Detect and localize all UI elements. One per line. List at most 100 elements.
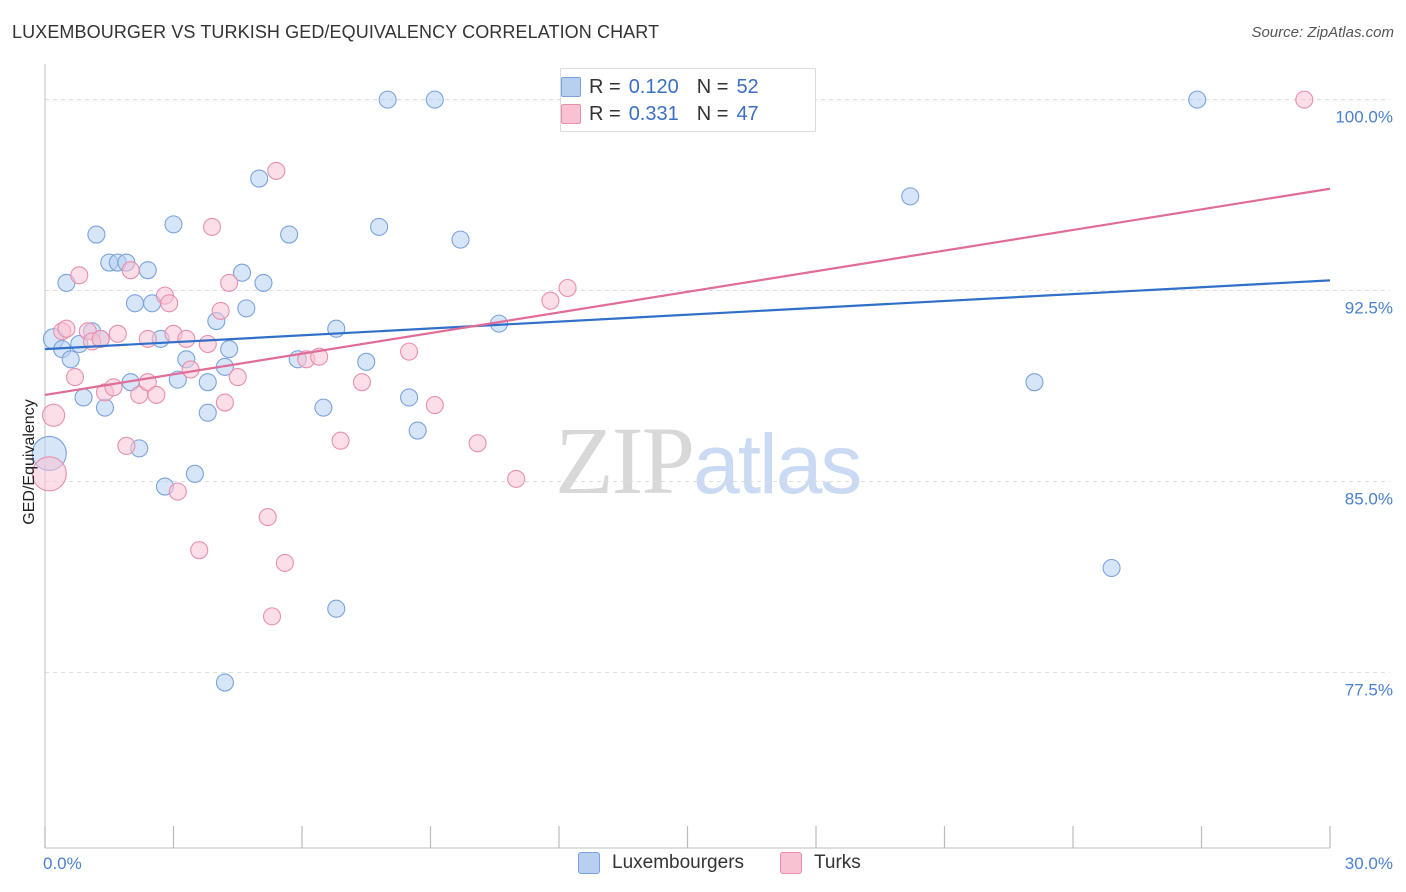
turks-point [558, 278, 577, 298]
turks-point [160, 294, 179, 313]
luxembourgers-point [215, 673, 234, 692]
luxembourgers-point [378, 90, 397, 109]
luxembourgers-point [237, 299, 256, 318]
luxembourgers-point [408, 421, 427, 440]
source-label: Source: ZipAtlas.com [1251, 24, 1394, 41]
stats-row-luxembourgers: R = 0.120 N = 52 [561, 75, 765, 99]
luxembourgers-point [185, 464, 204, 483]
y-axis-label: GED/Equivalency [21, 399, 38, 525]
n-label: N = [696, 102, 729, 125]
trend-layer [44, 187, 1331, 396]
r-value: 0.331 [628, 102, 679, 125]
turks-point [331, 431, 350, 450]
turks-point [65, 368, 85, 387]
turks-point [108, 324, 127, 343]
n-value: 47 [736, 102, 759, 125]
luxembourgers-point [220, 340, 239, 359]
luxembourgers-point [425, 90, 444, 109]
turks-point [147, 385, 166, 404]
luxembourgers-point [61, 350, 80, 369]
turks-point [1295, 90, 1314, 109]
luxembourgers-point [400, 388, 419, 407]
turks-point [70, 266, 89, 285]
turks-point [275, 553, 294, 572]
turks-point [117, 436, 136, 455]
luxembourgers-point [280, 225, 299, 244]
luxembourgers-trend-line [44, 279, 1331, 351]
luxembourgers-point [95, 398, 115, 417]
turks-swatch [561, 104, 581, 124]
legend-label: Turks [814, 852, 861, 873]
turks-point [507, 469, 526, 488]
watermark-zip: ZIP [555, 407, 695, 514]
luxembourgers-point [125, 294, 144, 313]
luxembourgers-point [451, 230, 470, 249]
luxembourgers-point [1102, 558, 1121, 578]
turks-point [121, 261, 140, 280]
n-value: 52 [736, 75, 759, 98]
y-tick-label: 85.0% [1345, 489, 1393, 508]
turks-point [198, 334, 217, 354]
turks-point [267, 161, 286, 180]
turks-point [203, 217, 222, 236]
turks-point [57, 319, 76, 338]
n-label: N = [696, 75, 729, 98]
r-label: R = [589, 102, 621, 125]
turks-point [400, 342, 419, 361]
y-tick-label: 100.0% [1335, 108, 1393, 127]
turks-trend-line [44, 187, 1331, 396]
luxembourgers-swatch [561, 77, 581, 97]
x-tick-label: 30.0% [1345, 854, 1393, 873]
turks-point [177, 329, 196, 348]
y-tick-label: 77.5% [1345, 680, 1393, 699]
luxembourgers-point [164, 215, 183, 234]
turks-point [31, 456, 67, 492]
series-legend: Luxembourgers Turks [0, 852, 1406, 878]
luxembourgers-point [357, 352, 376, 371]
luxembourgers-point [87, 225, 106, 244]
r-label: R = [589, 75, 621, 98]
turks-point [215, 393, 234, 412]
turks-point [168, 482, 187, 501]
axis-layer [44, 64, 1331, 849]
legend-label: Luxembourgers [612, 852, 745, 873]
turks-point [425, 396, 444, 415]
luxembourgers-point [250, 169, 269, 188]
turks-point [352, 373, 372, 392]
turks-point [220, 273, 239, 292]
turks-point [262, 607, 282, 626]
luxembourgers-point [74, 388, 93, 407]
y-tick-label: 92.5% [1345, 299, 1393, 318]
watermark-atlas: atlas [693, 417, 862, 511]
turks-point [104, 378, 123, 397]
r-value: 0.120 [628, 75, 679, 98]
stats-legend: R = 0.120 N = 52 R = 0.331 N = 47 [560, 68, 816, 132]
turks-point [541, 291, 560, 310]
luxembourgers-point [1025, 373, 1044, 392]
luxembourgers-legend-swatch [578, 852, 600, 874]
luxembourgers-point [198, 373, 217, 392]
luxembourgers-point [314, 398, 333, 417]
turks-point [41, 403, 66, 427]
legend-item-turks[interactable]: Turks [780, 852, 861, 874]
label-layer: 77.5% 85.0% 92.5% 100.0% 0.0% 30.0% [43, 108, 1393, 873]
watermark: ZIPatlas [555, 405, 862, 516]
turks-point [211, 301, 230, 320]
turks-legend-swatch [780, 852, 802, 874]
luxembourgers-point [198, 403, 217, 422]
luxembourgers-point [370, 217, 389, 236]
luxembourgers-point [327, 599, 346, 618]
luxembourgers-point [232, 263, 252, 282]
luxembourgers-point [1188, 90, 1207, 109]
luxembourgers-point [138, 261, 157, 280]
stats-row-turks: R = 0.331 N = 47 [561, 102, 765, 126]
chart-title: LUXEMBOURGER VS TURKISH GED/EQUIVALENCY … [12, 22, 660, 42]
legend-item-luxembourgers[interactable]: Luxembourgers [578, 852, 744, 874]
turks-point [91, 329, 110, 348]
luxembourgers-point [254, 273, 273, 292]
points-layer [31, 90, 1314, 692]
turks-point [181, 360, 200, 379]
x-tick-label: 0.0% [43, 854, 82, 873]
grid-layer [45, 99, 1390, 673]
